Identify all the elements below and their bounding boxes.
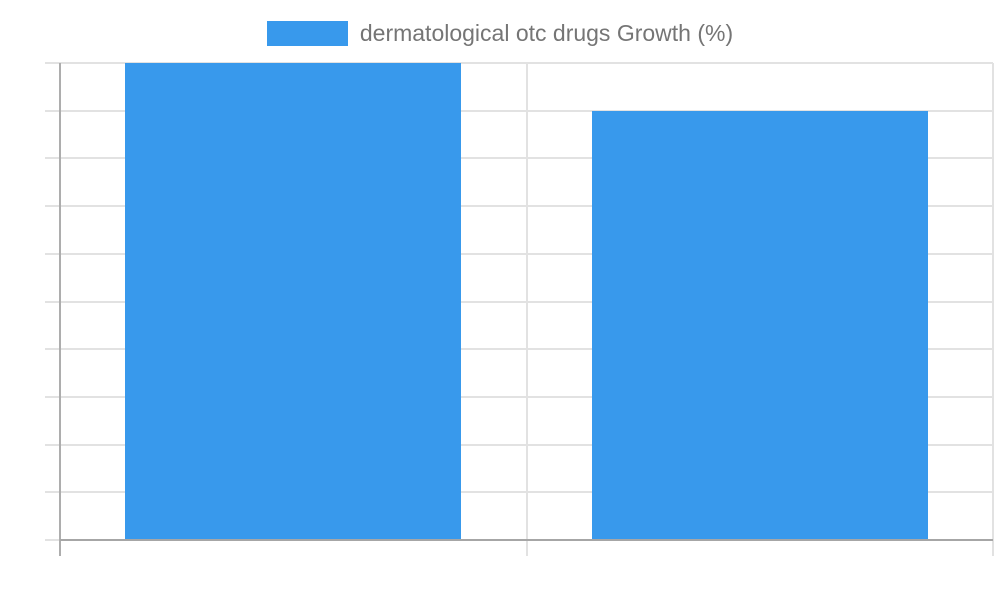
y-tick-mark <box>45 109 60 112</box>
y-tick-mark <box>45 300 60 303</box>
y-tick-mark <box>45 491 60 494</box>
category-boundary-gridline <box>992 63 994 556</box>
category-boundary-gridline <box>525 63 528 556</box>
legend: dermatological otc drugs Growth (%) <box>0 20 1000 46</box>
bar <box>125 63 461 540</box>
x-axis-line <box>60 539 993 541</box>
bar <box>592 110 928 540</box>
y-tick-mark <box>45 395 60 398</box>
y-tick-mark <box>45 539 60 541</box>
y-tick-mark <box>45 157 60 160</box>
y-tick-mark <box>45 205 60 208</box>
legend-swatch <box>266 20 348 46</box>
y-tick-mark <box>45 348 60 351</box>
legend-label: dermatological otc drugs Growth (%) <box>359 20 734 46</box>
y-tick-mark <box>45 62 60 64</box>
y-axis-line <box>59 63 61 556</box>
y-tick-mark <box>45 443 60 446</box>
y-tick-mark <box>45 252 60 255</box>
